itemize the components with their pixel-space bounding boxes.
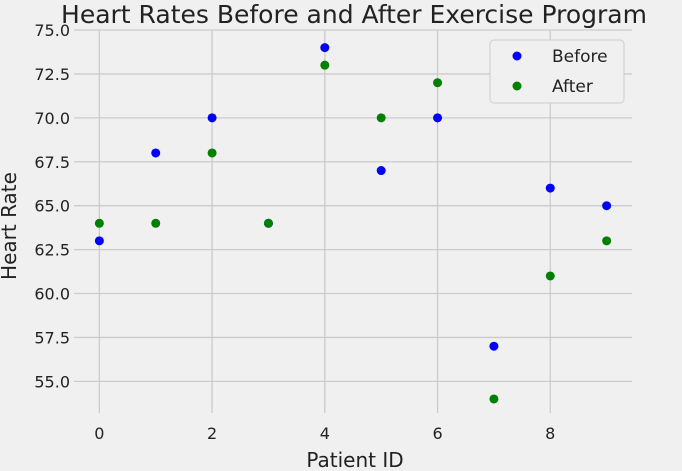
y-tick-labels: 55.0 57.5 60.0 62.5 65.0 67.5 70.0 72.5 75.0: [34, 21, 70, 391]
data-point-after: [433, 78, 443, 88]
y-tick-label: 70.0: [34, 109, 70, 128]
y-tick-label: 57.5: [34, 328, 70, 347]
data-point-before: [489, 341, 499, 351]
data-point-after: [151, 218, 161, 228]
data-point-after: [489, 394, 499, 404]
y-tick-label: 62.5: [34, 241, 70, 260]
x-axis-title: Patient ID: [306, 448, 403, 471]
data-point-before: [94, 236, 104, 246]
y-tick-label: 67.5: [34, 153, 70, 172]
y-tick-label: 65.0: [34, 197, 70, 216]
legend-marker-before: [512, 51, 522, 61]
data-points: [94, 43, 612, 404]
data-point-after: [207, 148, 217, 158]
legend-label-before: Before: [552, 47, 608, 67]
x-tick-label: 2: [207, 424, 217, 443]
data-point-before: [151, 148, 161, 158]
data-point-before: [207, 113, 217, 123]
x-tick-label: 8: [545, 424, 555, 443]
legend-marker-after: [512, 81, 522, 91]
y-tick-label: 60.0: [34, 285, 70, 304]
y-tick-label: 55.0: [34, 372, 70, 391]
data-point-before: [433, 113, 443, 123]
x-tick-label: 6: [432, 424, 442, 443]
data-point-before: [545, 183, 555, 193]
y-axis-title: Heart Rate: [0, 172, 21, 280]
x-tick-label: 4: [320, 424, 330, 443]
legend: Before After: [489, 39, 625, 104]
data-point-after: [602, 236, 612, 246]
data-point-after: [320, 60, 330, 70]
data-point-after: [94, 218, 104, 228]
x-tick-label: 0: [94, 424, 104, 443]
data-point-after: [545, 271, 555, 281]
data-point-after: [263, 218, 273, 228]
data-point-before: [320, 43, 330, 53]
x-tick-labels: 0 2 4 6 8: [94, 424, 555, 443]
chart-title: Heart Rates Before and After Exercise Pr…: [61, 0, 647, 29]
data-point-before: [602, 201, 612, 211]
data-point-before: [376, 166, 386, 176]
legend-label-after: After: [552, 77, 593, 97]
y-tick-label: 72.5: [34, 65, 70, 84]
y-tick-label: 75.0: [34, 21, 70, 40]
legend-box: [489, 39, 625, 104]
data-point-after: [376, 113, 386, 123]
